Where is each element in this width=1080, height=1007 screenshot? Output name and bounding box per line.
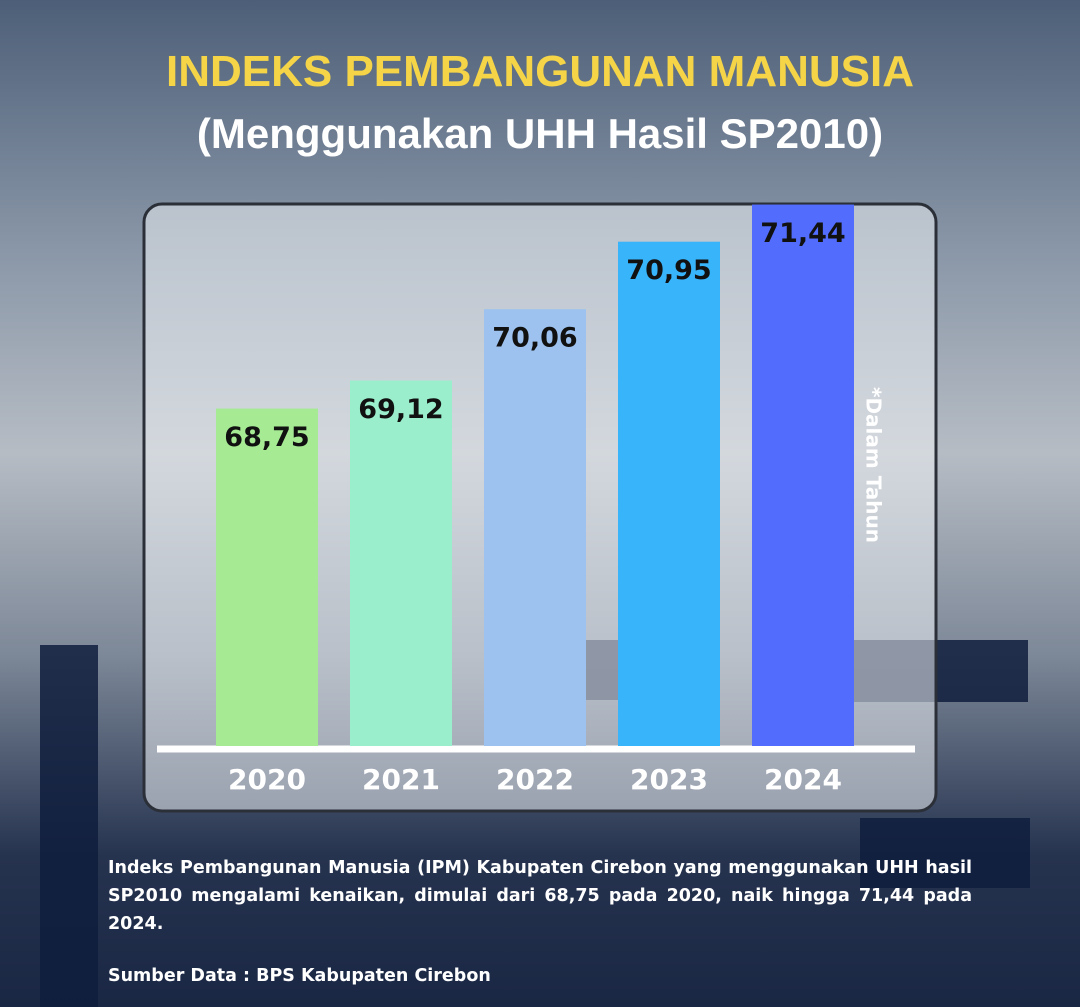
x-tick-label: 2020 [228,763,306,796]
unit-note: *Dalam Tahun [862,387,886,543]
bar [618,241,720,747]
source: Sumber Data : BPS Kabupaten Cirebon [108,966,491,986]
bar [216,408,318,746]
background-shape [860,818,1030,888]
x-tick-label: 2023 [630,763,708,796]
description: Indeks Pembangunan Manusia (IPM) Kabupat… [108,858,972,934]
x-tick-label: 2022 [496,763,574,796]
chart-subtitle: (Menggunakan UHH Hasil SP2010) [197,110,883,157]
value-label: 68,75 [224,422,309,453]
value-label: 70,06 [492,323,577,354]
bar [350,380,452,746]
value-label: 71,44 [760,218,845,249]
value-label: 69,12 [358,394,443,425]
bar [752,204,854,747]
background-shape [40,645,98,1007]
x-tick-label: 2024 [764,763,842,796]
value-label: 70,95 [626,255,711,286]
bar [484,309,586,746]
chart-title: INDEKS PEMBANGUNAN MANUSIA [166,47,914,96]
x-tick-label: 2021 [362,763,440,796]
